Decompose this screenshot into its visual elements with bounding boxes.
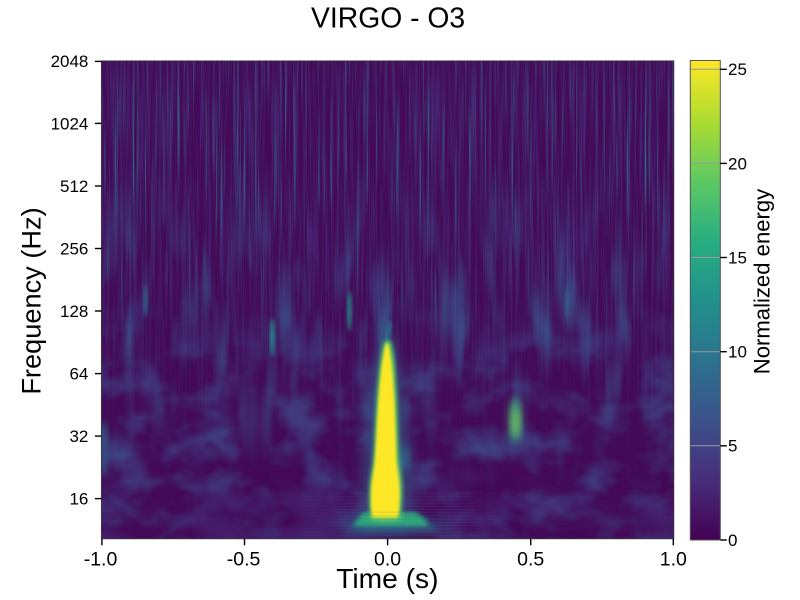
- svg-text:25: 25: [728, 60, 747, 79]
- svg-text:-1.0: -1.0: [84, 548, 118, 570]
- svg-text:0: 0: [728, 531, 737, 550]
- svg-text:Time (s): Time (s): [336, 562, 438, 594]
- svg-text:2048: 2048: [51, 52, 89, 71]
- svg-text:Normalized energy: Normalized energy: [750, 189, 775, 374]
- svg-text:VIRGO - O3: VIRGO - O3: [311, 2, 465, 34]
- svg-text:32: 32: [69, 427, 88, 446]
- svg-text:1024: 1024: [51, 114, 89, 133]
- svg-text:5: 5: [728, 437, 737, 456]
- svg-text:Frequency (Hz): Frequency (Hz): [16, 207, 47, 394]
- svg-text:256: 256: [60, 239, 88, 258]
- svg-text:16: 16: [69, 490, 88, 509]
- svg-text:512: 512: [60, 177, 88, 196]
- svg-text:64: 64: [69, 365, 88, 384]
- svg-text:20: 20: [728, 154, 747, 173]
- svg-text:10: 10: [728, 343, 747, 362]
- svg-text:15: 15: [728, 248, 747, 267]
- svg-text:0.5: 0.5: [517, 548, 544, 570]
- svg-text:1.0: 1.0: [660, 548, 687, 570]
- svg-text:-0.5: -0.5: [227, 548, 261, 570]
- svg-text:128: 128: [60, 302, 88, 321]
- svg-text:0.0: 0.0: [374, 548, 401, 570]
